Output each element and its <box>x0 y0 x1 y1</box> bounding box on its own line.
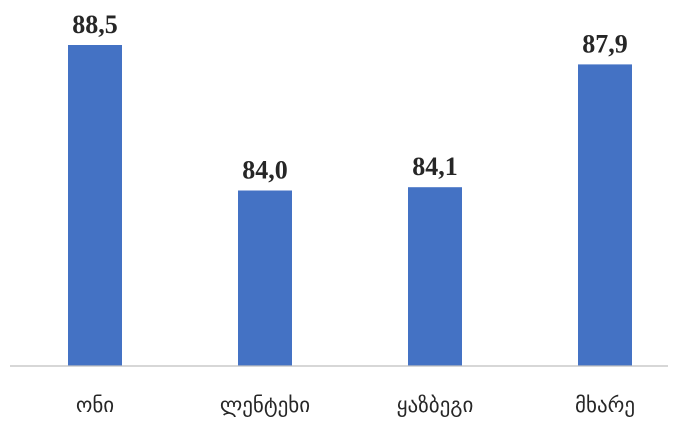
bar-3 <box>408 187 462 366</box>
category-label-1: ონი <box>76 393 114 417</box>
value-label-4: 87,9 <box>582 29 628 58</box>
category-label-4: მხარე <box>575 393 635 417</box>
value-labels: 88,5 84,0 84,1 87,9 <box>72 10 628 185</box>
bar-1 <box>68 45 122 366</box>
bar-2 <box>238 190 292 366</box>
value-label-3: 84,1 <box>412 152 458 181</box>
category-labels: ონი ლენტეხი ყაზბეგი მხარე <box>76 393 635 417</box>
value-label-2: 84,0 <box>242 156 288 185</box>
value-label-1: 88,5 <box>72 10 118 39</box>
bars <box>68 45 632 367</box>
category-label-3: ყაზბეგი <box>397 393 474 417</box>
category-label-2: ლენტეხი <box>220 393 310 417</box>
bar-4 <box>578 64 632 367</box>
